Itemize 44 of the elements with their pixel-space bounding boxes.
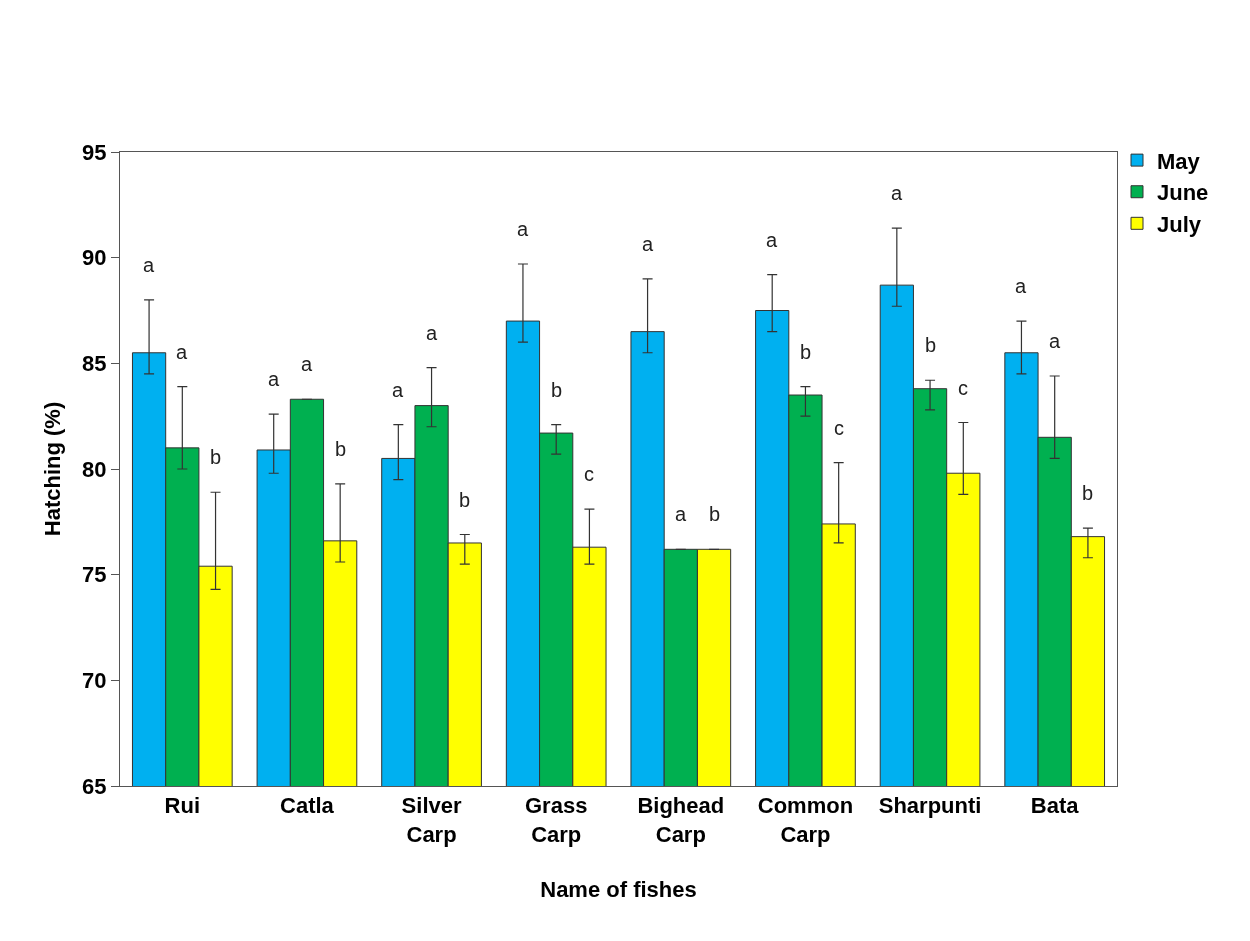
annotation: a (426, 322, 438, 344)
legend-label: June (1157, 180, 1209, 206)
annotation: c (584, 463, 594, 485)
annotation: a (176, 341, 188, 363)
x-tick-label: Catla (280, 793, 335, 819)
annotation: b (459, 489, 471, 511)
annotation: a (301, 353, 313, 375)
y-tick-label: 85 (82, 351, 107, 377)
y-tick-label: 80 (82, 456, 107, 482)
annotation: a (891, 182, 903, 204)
annotation: c (834, 417, 844, 439)
y-axis-title: Hatching (%) (39, 401, 65, 537)
annotation: b (925, 334, 937, 356)
annotation: b (709, 503, 721, 525)
annotation: a (143, 254, 155, 276)
x-tick-label: Rui (164, 793, 201, 819)
x-tick-label: Common Carp (757, 793, 854, 847)
legend-label: July (1157, 211, 1202, 237)
y-tick-label: 65 (82, 773, 107, 799)
x-tick-label: Bata (1030, 793, 1080, 819)
annotation: a (675, 503, 687, 525)
legend-label: May (1157, 148, 1201, 174)
annotation: b (800, 341, 812, 363)
annotation: b (335, 438, 347, 460)
annotation: a (1049, 330, 1061, 352)
x-tick-label: Silver Carp (401, 793, 462, 847)
annotation: a (517, 218, 529, 240)
y-tick-label: 95 (82, 139, 107, 165)
annotation: b (1082, 482, 1094, 504)
x-tick-label: Bighead Carp (637, 793, 725, 847)
annotation: a (1015, 275, 1027, 297)
annotation: a (268, 368, 280, 390)
annotation: a (392, 379, 404, 401)
y-tick-label: 70 (82, 668, 107, 694)
y-tick-label: 90 (82, 245, 107, 271)
annotation: b (551, 379, 563, 401)
y-tick-label: 75 (82, 562, 107, 588)
annotation: a (642, 233, 654, 255)
annotation: b (210, 446, 222, 468)
x-axis-title: Name of fishes (540, 876, 697, 902)
x-tick-label: Sharpunti (878, 793, 982, 819)
annotation: c (958, 377, 968, 399)
x-tick-label: Grass Carp (524, 793, 588, 847)
annotation: a (766, 229, 778, 251)
